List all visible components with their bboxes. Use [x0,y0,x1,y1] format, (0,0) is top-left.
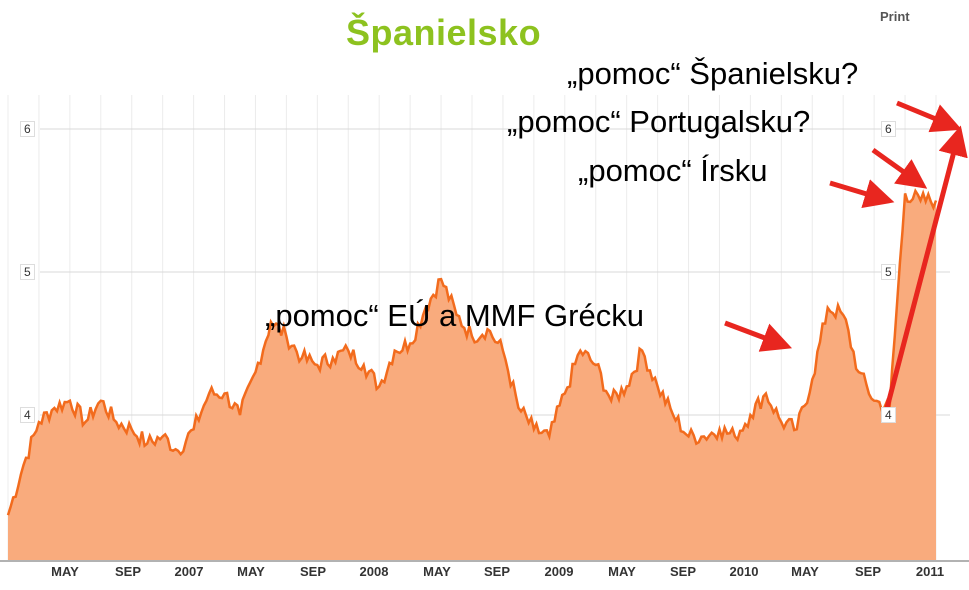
annotation-greece: „pomoc“ EÚ a MMF Grécku [265,298,644,333]
x-tick-label: SEP [483,564,511,579]
annotation-spain: „pomoc“ Španielsku? [567,56,859,91]
x-tick-label: 2008 [359,564,389,579]
arrow-greece [724,320,793,352]
y-tick-label-right: 4 [881,407,896,423]
x-tick-label: MAY [237,564,265,579]
x-tick-label: MAY [608,564,636,579]
x-tick-label: 2010 [729,564,759,579]
x-tick-label: MAY [51,564,79,579]
annotation-ireland: „pomoc“ Írsku [578,153,768,188]
x-tick-label: 2011 [915,564,945,579]
arrow-ireland [829,179,895,209]
annotation-portugal: „pomoc“ Portugalsku? [507,104,811,139]
arrow-spain [896,100,962,133]
x-tick-label: SEP [114,564,142,579]
x-tick-label: SEP [854,564,882,579]
x-tick-label: 2007 [174,564,204,579]
y-tick-label-right: 5 [881,264,896,280]
x-tick-label: MAY [791,564,819,579]
arrow-portugal [871,147,928,189]
y-tick-label: 5 [20,264,35,280]
y-tick-label: 4 [20,407,35,423]
series-line [6,187,938,516]
x-tick-label: 2009 [544,564,574,579]
print-button[interactable]: Print [880,9,910,24]
series-area-fill [8,190,936,560]
x-tick-label: SEP [669,564,697,579]
x-tick-label: MAY [423,564,451,579]
arrows-layer [724,100,968,409]
x-tick-label: SEP [299,564,327,579]
y-tick-label-right: 6 [881,121,896,137]
y-tick-label: 6 [20,121,35,137]
arrow-trend [884,125,968,409]
chart-title: Španielsko [346,12,542,53]
